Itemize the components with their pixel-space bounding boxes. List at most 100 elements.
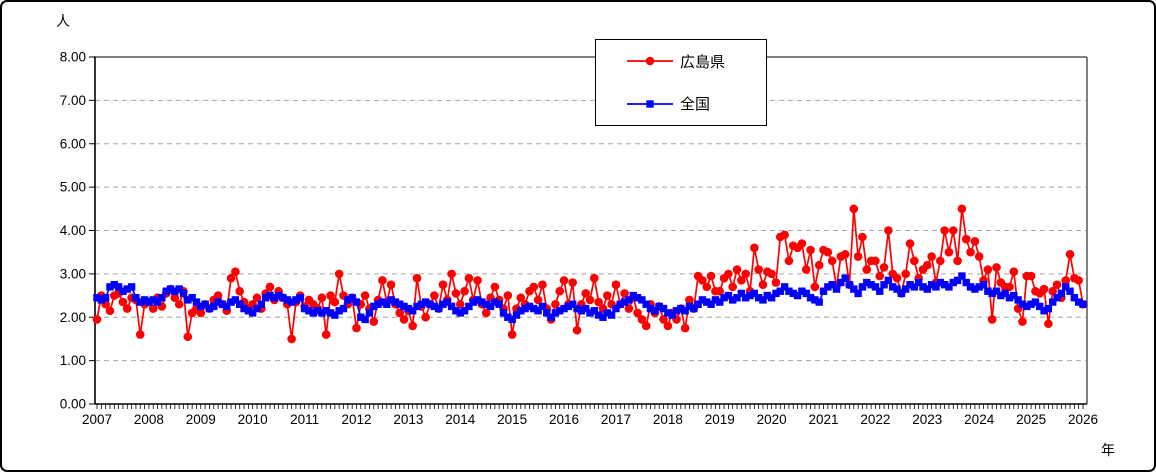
data-point-zenkoku: [136, 298, 144, 306]
x-year-label: 2017: [601, 412, 631, 427]
data-point-zenkoku: [279, 294, 287, 302]
data-point-hiroshima: [923, 260, 932, 270]
data-point-hiroshima: [118, 297, 128, 307]
data-point-zenkoku: [560, 304, 568, 313]
data-point-hiroshima: [875, 271, 885, 281]
data-point-hiroshima: [529, 282, 539, 292]
data-point-hiroshima: [447, 269, 456, 279]
x-year-label: 2014: [445, 412, 476, 427]
data-point-zenkoku: [391, 298, 400, 306]
data-point-zenkoku: [192, 298, 201, 306]
y-tick-label: 3.00: [60, 266, 86, 281]
data-point-zenkoku: [1053, 294, 1061, 302]
data-point-zenkoku: [668, 311, 676, 319]
data-point-hiroshima: [395, 308, 405, 318]
data-point-hiroshima: [533, 295, 543, 305]
data-point-hiroshima: [879, 263, 889, 272]
data-point-zenkoku: [945, 283, 953, 291]
data-point-hiroshima: [378, 276, 387, 285]
data-point-hiroshima: [754, 265, 763, 274]
data-point-zenkoku: [837, 278, 845, 287]
data-point-zenkoku: [586, 309, 594, 317]
data-point-zenkoku: [145, 298, 153, 306]
data-point-hiroshima: [213, 291, 223, 300]
data-point-zenkoku: [603, 309, 611, 317]
data-point-hiroshima: [369, 317, 379, 326]
data-point-hiroshima: [758, 280, 768, 290]
legend-item-zenkoku[interactable]: 全国: [627, 94, 766, 114]
data-point-hiroshima: [1026, 271, 1036, 281]
data-point-zenkoku: [132, 294, 140, 302]
data-point-zenkoku: [119, 287, 127, 295]
legend-label-zenkoku: 全国: [680, 96, 711, 114]
data-point-zenkoku: [244, 307, 253, 315]
data-point-zenkoku: [1066, 287, 1074, 295]
data-point-hiroshima: [603, 291, 612, 300]
data-point-hiroshima: [849, 204, 859, 214]
data-point-zenkoku: [188, 294, 196, 302]
data-point-zenkoku: [473, 296, 482, 304]
data-point-zenkoku: [659, 304, 668, 313]
data-point-hiroshima: [624, 304, 634, 313]
data-point-zenkoku: [348, 294, 356, 302]
data-point-zenkoku: [672, 307, 681, 315]
data-point-hiroshima: [551, 299, 560, 309]
data-point-zenkoku: [240, 304, 248, 313]
y-tick-label: 4.00: [60, 223, 86, 238]
data-point-zenkoku: [223, 302, 231, 311]
data-point-zenkoku: [218, 300, 227, 308]
data-point-zenkoku: [633, 294, 642, 302]
data-point-zenkoku: [166, 285, 175, 293]
data-point-zenkoku: [292, 296, 300, 304]
x-year-label: 2008: [134, 412, 164, 427]
data-point-zenkoku: [339, 304, 348, 313]
data-point-hiroshima: [970, 237, 980, 246]
data-point-hiroshima: [750, 243, 759, 253]
data-point-hiroshima: [585, 295, 595, 305]
data-point-zenkoku: [396, 300, 404, 308]
data-point-hiroshima: [814, 260, 824, 270]
data-point-hiroshima: [927, 252, 936, 261]
data-point-zenkoku: [331, 311, 339, 319]
data-point-zenkoku: [214, 298, 222, 306]
data-point-zenkoku: [1031, 298, 1040, 306]
data-point-zenkoku: [806, 294, 815, 302]
data-point-zenkoku: [1014, 296, 1022, 304]
data-point-zenkoku: [1079, 300, 1087, 308]
data-point-zenkoku: [824, 283, 832, 291]
data-point-zenkoku: [897, 289, 906, 298]
data-point-zenkoku: [767, 294, 776, 302]
data-point-zenkoku: [352, 298, 361, 306]
data-point-zenkoku: [646, 304, 655, 313]
data-point-zenkoku: [318, 309, 326, 317]
data-point-zenkoku: [569, 300, 577, 308]
data-point-hiroshima: [1065, 250, 1075, 259]
data-point-zenkoku: [1001, 289, 1009, 298]
y-tick-label: 8.00: [60, 50, 86, 65]
data-point-zenkoku: [184, 296, 192, 304]
x-year-label: 2022: [860, 412, 890, 427]
data-point-hiroshima: [455, 299, 465, 309]
data-point-hiroshima: [663, 321, 673, 331]
data-point-zenkoku: [149, 296, 157, 304]
data-point-zenkoku: [984, 287, 992, 295]
data-point-zenkoku: [581, 304, 590, 313]
data-point-zenkoku: [465, 302, 473, 311]
x-year-label: 2007: [82, 412, 112, 427]
data-point-zenkoku: [1062, 283, 1070, 291]
x-year-label: 2011: [290, 412, 319, 427]
data-point-hiroshima: [905, 239, 915, 248]
data-point-hiroshima: [724, 269, 733, 279]
data-point-zenkoku: [114, 283, 123, 291]
data-point-zenkoku: [828, 281, 836, 289]
data-point-zenkoku: [512, 311, 521, 319]
data-point-hiroshima: [473, 276, 482, 285]
data-point-zenkoku: [793, 291, 802, 300]
legend-item-hiroshima[interactable]: 広島県: [627, 51, 766, 71]
data-point-hiroshima: [1074, 276, 1083, 285]
data-point-zenkoku: [127, 283, 136, 291]
data-point-zenkoku: [482, 300, 490, 308]
data-point-zenkoku: [776, 287, 784, 295]
